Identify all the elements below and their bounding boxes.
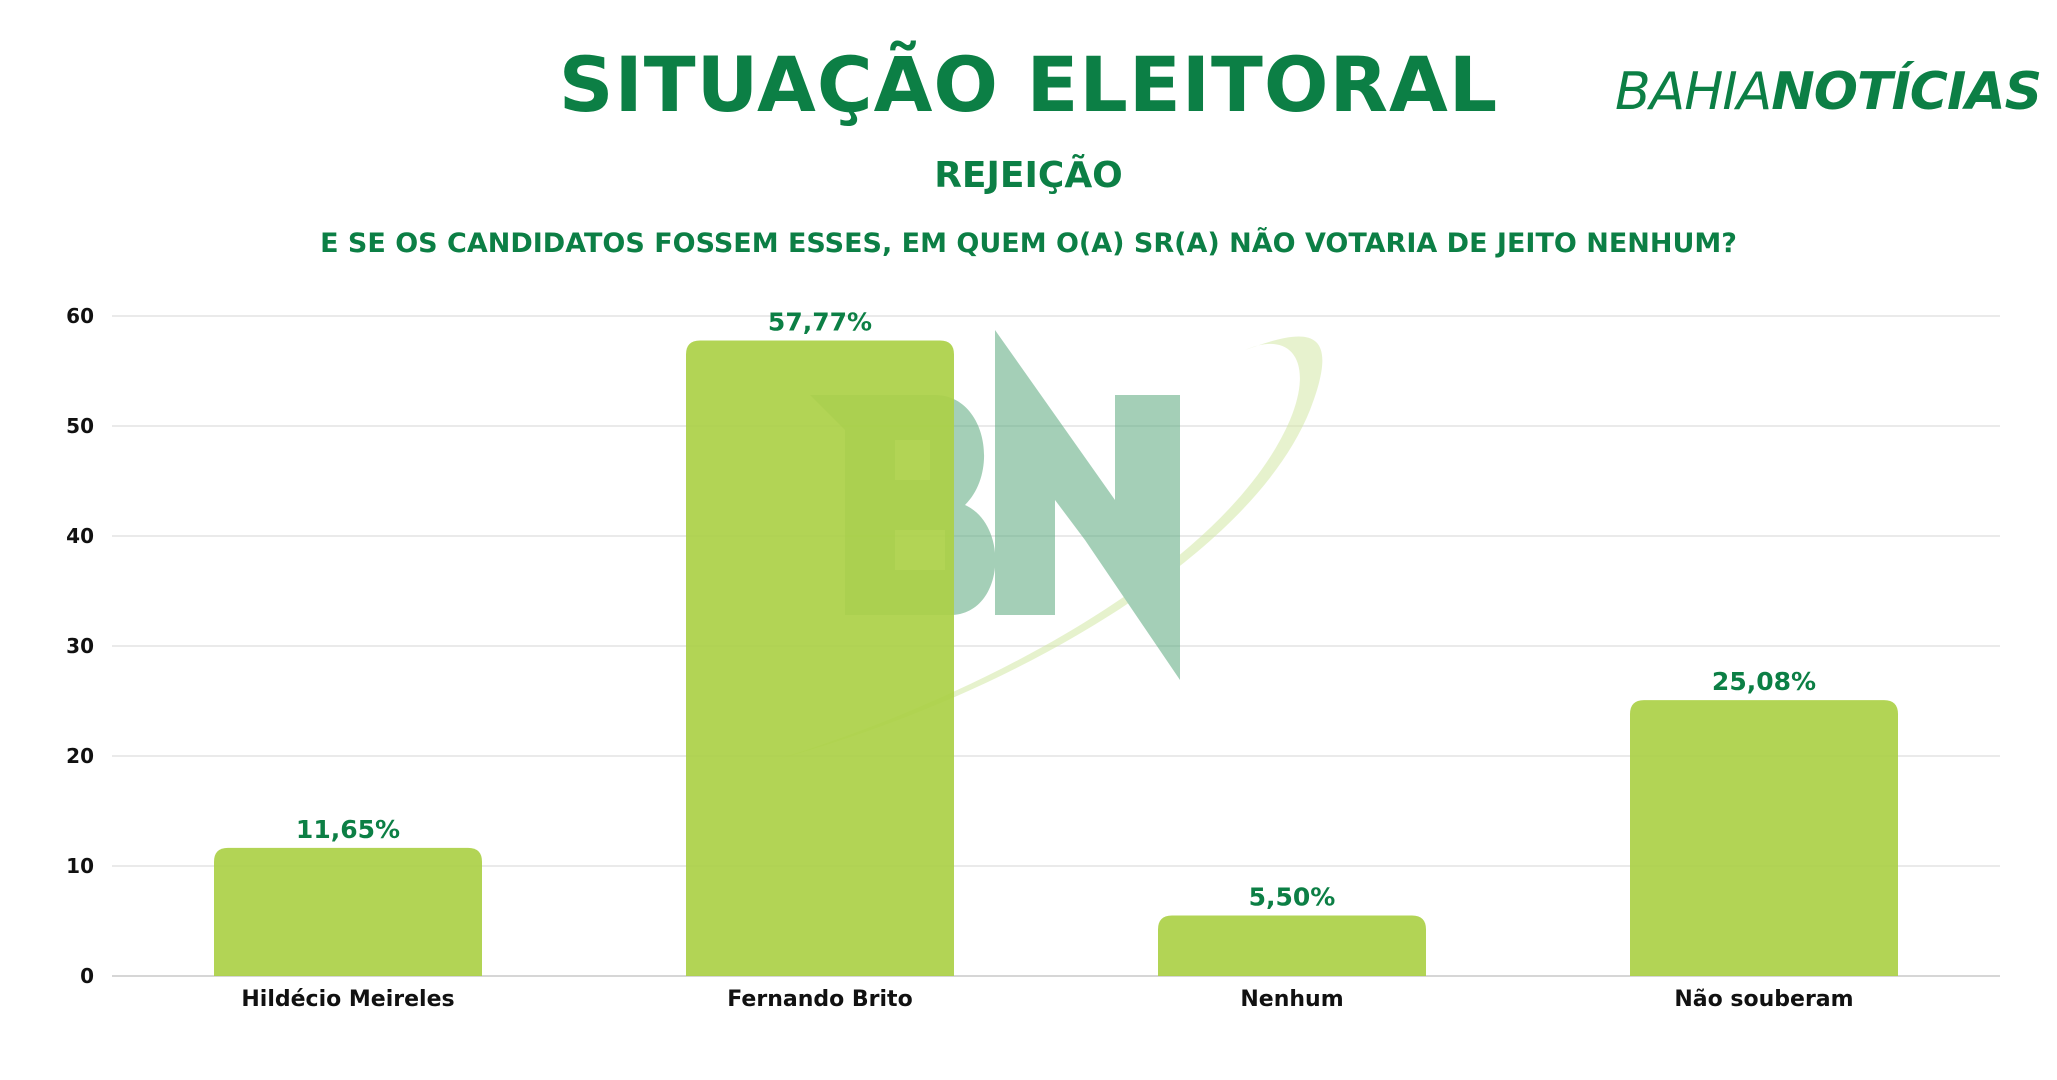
chart-subtitle: REJEIÇÃO xyxy=(934,155,1123,196)
logo-part-2: NOTÍCIAS xyxy=(1771,62,2042,122)
value-label: 25,08% xyxy=(1712,667,1816,696)
y-tick-label: 50 xyxy=(66,414,94,438)
value-label: 5,50% xyxy=(1249,883,1336,912)
bar-2 xyxy=(686,340,954,976)
bar-3 xyxy=(1158,915,1426,976)
y-tick-label: 10 xyxy=(66,854,94,878)
bars xyxy=(214,340,1898,976)
x-category-label: Hildécio Meireles xyxy=(241,987,454,1012)
y-tick-label: 30 xyxy=(66,634,94,658)
x-category-label: Não souberam xyxy=(1674,987,1853,1012)
axes: 0 10 20 30 40 50 60 Hildécio Meireles Fernando B… xyxy=(66,304,1853,1012)
watermark-letter-n xyxy=(995,330,1180,680)
value-label: 57,77% xyxy=(768,308,872,337)
value-label: 11,65% xyxy=(296,815,400,844)
y-tick-label: 40 xyxy=(66,524,94,548)
bar-1 xyxy=(214,847,482,976)
x-category-label: Nenhum xyxy=(1240,987,1343,1012)
y-tick-label: 20 xyxy=(66,744,94,768)
value-labels: 11,65% 57,77% 5,50% 25,08% xyxy=(296,308,1816,912)
bar-4 xyxy=(1630,700,1898,976)
x-category-label: Fernando Brito xyxy=(727,987,912,1012)
bahia-noticias-logo: BAHIANOTÍCIAS xyxy=(1615,62,2042,132)
y-tick-label: 60 xyxy=(66,304,94,328)
logo-part-1: BAHIA xyxy=(1615,62,1772,122)
chart-title: SITUAÇÃO ELEITORAL xyxy=(558,40,1499,129)
survey-question: E SE OS CANDIDATOS FOSSEM ESSES, EM QUEM… xyxy=(320,228,1737,259)
y-tick-label: 0 xyxy=(80,964,94,988)
